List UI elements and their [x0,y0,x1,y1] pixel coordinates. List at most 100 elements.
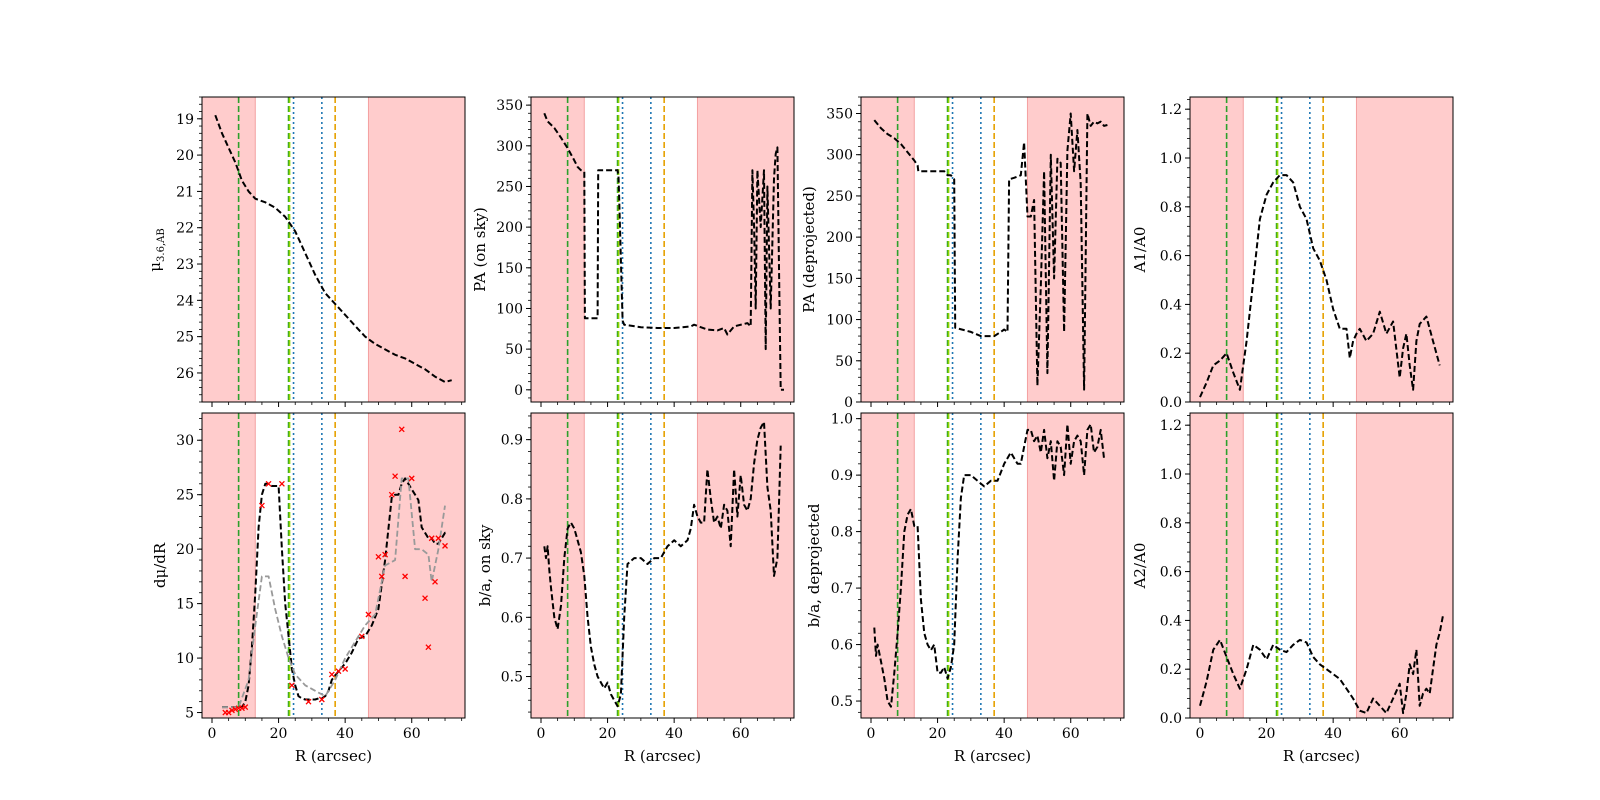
shaded-region-1 [1026,412,1125,719]
marker-point [382,551,389,558]
y-tick-label: 0 [844,395,853,411]
series-line-profile [214,114,452,383]
y-tick-label: 0.8 [831,525,853,541]
marker-point [375,553,382,560]
y-tick-label: 20 [176,148,194,164]
y-tick-label: 0.9 [501,433,523,449]
marker-point [365,611,372,618]
marker-point [428,535,435,542]
panel-dmu: 0 20 40 60 5 10 15 20 25 30 dμ/dR R (arcsec) [151,412,466,765]
x-axis-label: R (arcsec) [1283,747,1360,765]
marker-point [422,595,429,602]
y-tick-label: 200 [826,230,853,246]
shaded-region-1 [696,412,795,719]
x-tick-label: 0 [208,726,217,742]
shaded-region-0 [1189,96,1244,403]
axes-frame [530,412,795,719]
y-tick-label: 300 [496,139,523,155]
series-group [543,112,784,391]
y-tick-label: 0.7 [831,581,853,597]
y-tick-label: 350 [496,98,523,114]
shaded-region-1 [367,96,466,403]
series-line-A1/A0 [1199,174,1441,398]
shaded-region-0 [1189,412,1244,719]
y-tick-label: 25 [176,330,194,346]
y-tick-label: 0.2 [1160,662,1182,678]
y-tick-label: 30 [176,433,194,449]
marker-point [288,682,295,689]
x-tick-label: 40 [1324,726,1342,742]
y-axis-label: A1/A0 [1131,227,1149,274]
y-tick-label: 200 [496,220,523,236]
x-tick-label: 20 [270,726,288,742]
marker-point [238,705,245,712]
y-tick-label: 150 [826,271,853,287]
y-tick-label: 0.4 [1160,297,1182,313]
shaded-region-1 [367,412,466,719]
y-tick-label: 50 [835,354,853,370]
marker-point [388,491,395,498]
marker-point [265,480,272,487]
y-tick-label: 100 [496,301,523,317]
y-tick-label: 0.4 [1160,613,1182,629]
y-tick-label: 0.8 [1160,200,1182,216]
series-group [873,112,1108,391]
shaded-region-0 [530,96,585,403]
y-tick-label: 0.2 [1160,346,1182,362]
y-tick-label: 23 [176,257,194,273]
marker-point [335,668,342,675]
marker-point [225,709,232,716]
y-tick-label: 300 [826,148,853,164]
y-tick-label: 1.0 [1160,467,1182,483]
axes-frame [860,96,1125,403]
x-tick-label: 40 [995,726,1013,742]
y-tick-label: 20 [176,542,194,558]
axes-frame [1189,96,1454,403]
series-line-A2/A0 [1199,615,1444,715]
y-tick-label: 100 [826,313,853,329]
y-tick-label: 0.6 [501,610,523,626]
y-tick-label: 1.2 [1160,102,1182,118]
series-group [1199,615,1444,715]
y-axis-label: PA (deprojected) [800,186,818,313]
axes-frame [530,96,795,403]
y-tick-label: 24 [176,293,194,309]
shaded-region-0 [860,96,915,403]
y-tick-label: 22 [176,221,194,237]
x-axis-label: R (arcsec) [954,747,1031,765]
y-tick-label: 0.0 [1160,395,1182,411]
x-tick-label: 0 [1196,726,1205,742]
x-tick-label: 60 [403,726,421,742]
x-tick-label: 40 [336,726,354,742]
marker-point [358,633,365,640]
y-tick-label: 0.6 [1160,249,1182,265]
x-tick-label: 60 [732,726,750,742]
marker-point [232,706,239,713]
marker-point [435,535,442,542]
series-group [1199,174,1441,398]
y-tick-label: 150 [496,261,523,277]
y-axis-label: b/a, on sky [476,524,494,606]
series-line-derivative [222,477,449,709]
series-line-b/a [873,423,1105,708]
series-group [214,114,452,383]
marker-point [328,671,335,678]
y-tick-label: 15 [176,597,194,613]
y-tick-label: 5 [185,706,194,722]
series-line-PA [543,112,784,391]
x-tick-label: 0 [537,726,546,742]
y-tick-label: 0.7 [501,551,523,567]
panel-pa-sky: 0 50 100 150 200 250 300 350 PA (on sky) [471,96,795,407]
y-tick-label: 25 [176,488,194,504]
marker-point [392,473,399,480]
marker-point [432,578,438,585]
y-tick-label: 19 [176,112,194,128]
series-line-PA [873,112,1108,391]
marker-point [318,696,325,703]
shaded-region-0 [201,96,256,403]
x-tick-label: 20 [599,726,617,742]
x-tick-label: 0 [867,726,876,742]
marker-point [258,502,265,509]
marker-point [229,707,235,714]
